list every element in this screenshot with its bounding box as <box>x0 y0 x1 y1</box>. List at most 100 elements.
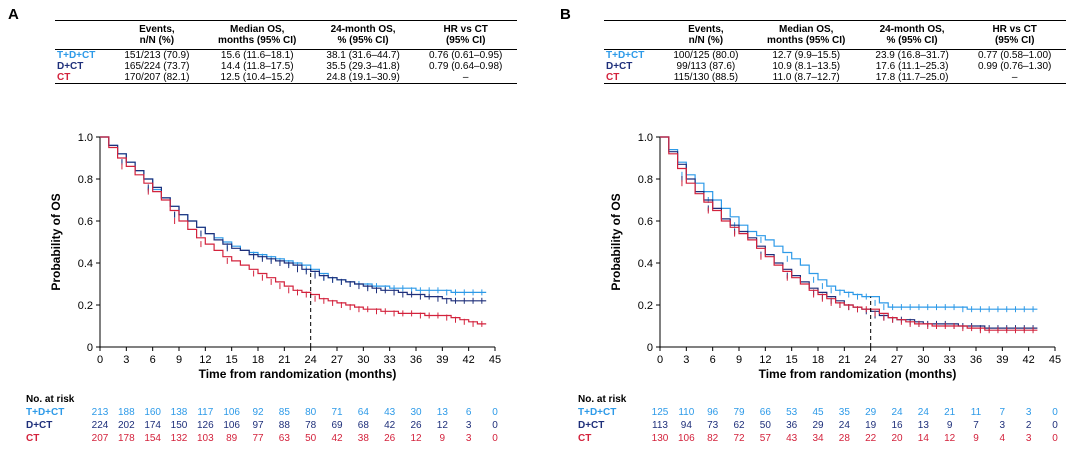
risk-value: 36 <box>786 420 798 431</box>
x-tick-label: 21 <box>838 354 850 366</box>
table-header-row: Events, n/N (%) Median OS, months (95% CI) 2… <box>55 20 517 50</box>
km-plot: 00.20.40.60.81.00 3 6 9 12 15 18 21 24 27 30 33 36 39… <box>609 132 1061 381</box>
table-row: T+D+CT 100/125 (80.0) 12.7 (9.9–15.5) 23.9 … <box>604 50 1066 62</box>
summary-table: Events, n/N (%) Median OS, months (95% CI) 2… <box>55 20 517 84</box>
x-tick-label: 45 <box>489 354 501 366</box>
risk-value: 3 <box>465 420 472 431</box>
risk-value: 0 <box>492 420 498 431</box>
y-tick-label: 0.8 <box>78 174 93 186</box>
risk-value: 7 <box>999 407 1006 418</box>
risk-value: 9 <box>946 420 953 431</box>
risk-value: 22 <box>865 433 877 444</box>
risk-value: 207 <box>91 433 109 444</box>
risk-value: 89 <box>226 433 238 444</box>
panel-a: A Events, n/N (%) Median OS, months (95% CI… <box>0 0 538 455</box>
risk-value: 154 <box>144 433 161 444</box>
risk-value: 106 <box>223 407 240 418</box>
y-tick-label: 0 <box>647 342 653 354</box>
risk-value: 0 <box>1052 407 1058 418</box>
hr-cell: 0.77 (0.58–1.00) <box>977 50 1052 61</box>
risk-value: 69 <box>331 420 343 431</box>
x-tick-label: 9 <box>176 354 182 366</box>
risk-value: 0 <box>1052 420 1058 431</box>
x-tick-label: 30 <box>917 354 929 366</box>
risk-row: D+CT 113 94 73 62 50 36 29 24 19 16 13 9 7 3 2 0 <box>578 419 1058 432</box>
x-tick-label: 15 <box>786 354 798 366</box>
risk-value: 28 <box>838 433 850 444</box>
arm-cell: CT <box>57 72 71 83</box>
median-cell: 14.4 (11.8–17.5) <box>220 61 294 72</box>
os24-cell: 17.8 (11.7–25.0) <box>875 72 949 83</box>
hr-cell: – <box>462 72 469 83</box>
header-line: months (95% CI) <box>218 35 297 46</box>
series-line-d-ct <box>100 136 487 302</box>
risk-value: 50 <box>305 433 317 444</box>
median-cell: 11.0 (8.7–12.7) <box>772 72 840 83</box>
risk-value: 14 <box>917 433 929 444</box>
risk-arm-label: D+CT <box>578 420 605 431</box>
risk-value: 178 <box>117 433 135 444</box>
x-tick-label: 45 <box>1049 354 1061 366</box>
os24-cell: 17.6 (11.1–25.3) <box>875 61 949 72</box>
risk-value: 188 <box>117 407 135 418</box>
risk-value: 57 <box>759 433 771 444</box>
header-line: % (95% CI) <box>886 35 938 46</box>
x-tick-label: 42 <box>1023 354 1035 366</box>
risk-arm-label: CT <box>26 433 40 444</box>
risk-value: 174 <box>144 420 161 431</box>
risk-value: 3 <box>999 420 1006 431</box>
risk-table: No. at risk T+D+CT 125 110 96 79 66 53 45 35 29 24… <box>578 393 1058 445</box>
risk-value: 110 <box>678 407 695 418</box>
x-tick-label: 24 <box>305 354 317 366</box>
arm-cell: T+D+CT <box>57 50 96 61</box>
risk-value: 160 <box>144 407 161 418</box>
risk-row: D+CT 224 202 174 150 126 106 97 88 78 69 68 42 26 12 3 0 <box>26 419 498 432</box>
risk-value: 43 <box>384 407 396 418</box>
risk-value: 26 <box>384 433 396 444</box>
risk-value: 20 <box>891 433 903 444</box>
risk-value: 94 <box>680 420 692 431</box>
risk-value: 132 <box>170 433 188 444</box>
x-tick-label: 18 <box>252 354 264 366</box>
column-header: 24-month OS,% (95% CI) <box>861 21 964 50</box>
risk-value: 71 <box>331 407 343 418</box>
events-cell: 170/207 (82.1) <box>124 72 190 83</box>
panel-label: B <box>560 6 571 23</box>
x-axis-label: Time from randomization (months) <box>759 367 957 381</box>
risk-arm-label: CT <box>578 433 592 444</box>
y-axis-label: Probability of OS <box>49 193 63 290</box>
os24-cell: 24.8 (19.1–30.9) <box>326 72 400 83</box>
risk-value: 150 <box>170 420 188 431</box>
risk-value: 0 <box>492 433 498 444</box>
risk-value: 106 <box>677 433 695 444</box>
risk-value: 66 <box>759 407 771 418</box>
table-body: T+D+CT 151/213 (70.9) 15.6 (11.6–18.1) 38.1… <box>55 50 517 84</box>
y-tick-label: 0.6 <box>78 216 93 228</box>
column-header: Median OS, months (95% CI) <box>203 21 312 50</box>
header-line: (95% CI) <box>994 35 1035 46</box>
risk-value: 138 <box>170 407 188 418</box>
y-tick-label: 0.8 <box>638 174 653 186</box>
risk-value: 2 <box>1025 420 1032 431</box>
x-tick-label: 6 <box>150 354 156 366</box>
risk-value: 42 <box>384 420 396 431</box>
x-tick-label: 30 <box>357 354 369 366</box>
arm-cell: D+CT <box>606 61 633 72</box>
table-row: CT 170/207 (82.1) 12.5 (10.4–15.2) 24.8 (19… <box>55 72 517 84</box>
risk-value: 9 <box>973 433 979 444</box>
risk-value: 43 <box>786 433 798 444</box>
header-line: Median OS, <box>779 24 834 35</box>
x-tick-label: 42 <box>463 354 475 366</box>
risk-value: 77 <box>252 433 264 444</box>
risk-value: 0 <box>492 407 498 418</box>
events-cell: 165/224 (73.7) <box>124 61 190 72</box>
risk-value: 79 <box>733 407 745 418</box>
column-header: Events, n/N (%) <box>111 21 203 50</box>
risk-value: 34 <box>812 433 824 444</box>
header-line: Events, <box>139 24 175 35</box>
median-cell: 10.9 (8.1–13.5) <box>772 61 841 72</box>
x-tick-label: 12 <box>759 354 771 366</box>
risk-value: 26 <box>410 420 422 431</box>
x-axis-label: Time from randomization (months) <box>199 367 397 381</box>
risk-row: CT 130 106 82 72 57 43 34 28 22 20 14 12 9 4 3 0 <box>578 432 1058 445</box>
